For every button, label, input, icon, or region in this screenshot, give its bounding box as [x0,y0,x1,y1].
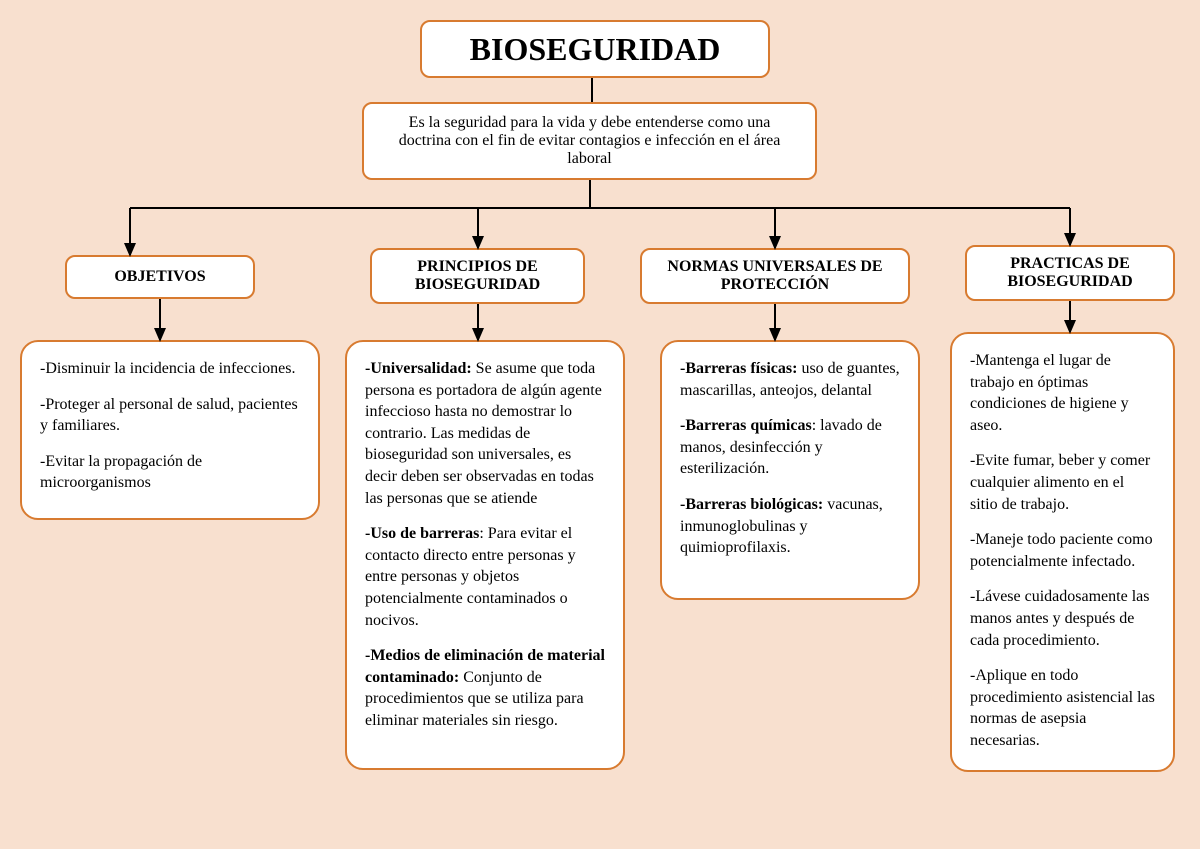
branch-content-practicas: -Mantenga el lugar de trabajo en óptimas… [950,332,1175,772]
content-item-text: -Mantenga el lugar de trabajo en óptimas… [970,352,1129,434]
content-item: -Mantenga el lugar de trabajo en óptimas… [970,350,1155,436]
content-item: -Universalidad: Se asume que toda person… [365,358,605,509]
branch-content-normas: -Barreras físicas: uso de guantes, masca… [660,340,920,600]
branch-header-practicas: PRACTICAS DE BIOSEGURIDAD [965,245,1175,301]
branch-header-text: PRACTICAS DE BIOSEGURIDAD [977,255,1163,291]
title-box: BIOSEGURIDAD [420,20,770,78]
content-item-text: Se asume que toda persona es portadora d… [365,360,602,507]
title-text: BIOSEGURIDAD [470,31,721,68]
content-item: -Barreras biológicas: vacunas, inmunoglo… [680,494,900,559]
content-item: -Evite fumar, beber y comer cualquier al… [970,450,1155,515]
definition-text: Es la seguridad para la vida y debe ente… [382,114,797,168]
content-item-bold: -Barreras químicas [680,417,812,434]
content-item-text: -Proteger al personal de salud, paciente… [40,396,298,435]
definition-box: Es la seguridad para la vida y debe ente… [362,102,817,180]
branch-header-text: OBJETIVOS [114,268,205,286]
content-item: -Disminuir la incidencia de infecciones. [40,358,300,380]
content-item: -Evitar la propagación de microorganismo… [40,451,300,494]
branch-content-objetivos: -Disminuir la incidencia de infecciones.… [20,340,320,520]
content-item-text: -Evite fumar, beber y comer cualquier al… [970,452,1150,512]
content-item: -Barreras físicas: uso de guantes, masca… [680,358,900,401]
content-item: -Aplique en todo procedimiento asistenci… [970,665,1155,751]
content-item-bold: -Barreras biológicas: [680,496,823,513]
content-item-text: -Lávese cuidadosamente las manos antes y… [970,588,1149,648]
content-item: -Proteger al personal de salud, paciente… [40,394,300,437]
diagram-canvas: BIOSEGURIDAD Es la seguridad para la vida… [0,0,1200,849]
branch-content-principios: -Universalidad: Se asume que toda person… [345,340,625,770]
content-item-bold: -Universalidad: [365,360,472,377]
content-item-text: -Disminuir la incidencia de infecciones. [40,360,295,377]
content-item-text: -Aplique en todo procedimiento asistenci… [970,667,1155,749]
content-item: -Lávese cuidadosamente las manos antes y… [970,586,1155,651]
branch-header-text: NORMAS UNIVERSALES DE PROTECCIÓN [652,258,898,294]
content-item-text: -Maneje todo paciente como potencialment… [970,531,1153,570]
content-item-bold: -Barreras físicas: [680,360,797,377]
branch-header-principios: PRINCIPIOS DE BIOSEGURIDAD [370,248,585,304]
content-item-bold: -Uso de barreras [365,525,479,542]
content-item: -Medios de eliminación de material conta… [365,645,605,731]
content-item: -Uso de barreras: Para evitar el contact… [365,523,605,631]
content-item-text: -Evitar la propagación de microorganismo… [40,453,202,492]
content-item: -Maneje todo paciente como potencialment… [970,529,1155,572]
content-item: -Barreras químicas: lavado de manos, des… [680,415,900,480]
branch-header-normas: NORMAS UNIVERSALES DE PROTECCIÓN [640,248,910,304]
branch-header-text: PRINCIPIOS DE BIOSEGURIDAD [382,258,573,294]
branch-header-objetivos: OBJETIVOS [65,255,255,299]
